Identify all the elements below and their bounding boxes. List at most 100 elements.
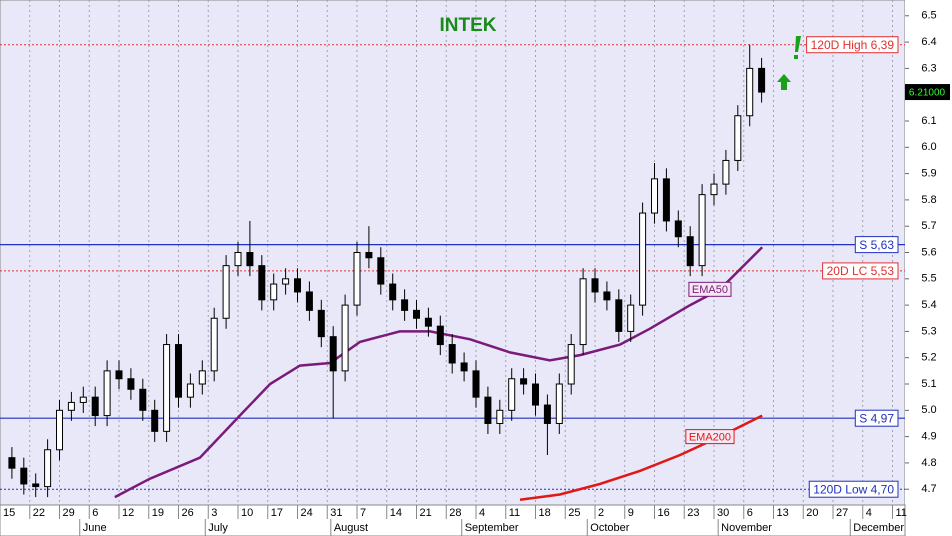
x-tick-label: 23	[687, 507, 699, 519]
month-label: July	[208, 522, 228, 534]
level-label-box	[822, 262, 899, 280]
x-tick-label: 19	[152, 507, 164, 519]
candle-body	[305, 291, 313, 311]
x-tick-label: 21	[420, 507, 432, 519]
candle-body	[639, 212, 647, 306]
candle-body	[234, 252, 242, 267]
x-tick-label: 15	[3, 507, 15, 519]
y-axis-area	[905, 0, 952, 536]
x-tick-label: 27	[836, 507, 848, 519]
y-tick-label: 6.3	[921, 62, 936, 74]
y-tick-label: 4.8	[921, 457, 936, 469]
level-label-box	[854, 236, 899, 254]
month-label: November	[721, 522, 772, 534]
y-tick-label: 5.7	[921, 220, 936, 232]
x-tick-label: 14	[390, 507, 402, 519]
axes: 15 22 29 6 12 19 26 3 10 17 24 31 7 14 21 28 4 11 18 25 2 9 16…	[0, 10, 950, 536]
candle-body	[103, 370, 111, 417]
candle-body	[56, 409, 64, 451]
candle-body	[270, 283, 278, 301]
candles	[8, 44, 766, 498]
plot-area	[0, 0, 906, 506]
candle-body	[698, 194, 706, 267]
month-label: September	[465, 522, 519, 534]
candle-body	[79, 396, 87, 403]
price-tag-box	[905, 84, 950, 101]
x-tick-label: 4	[479, 507, 485, 519]
candle-body	[686, 236, 694, 267]
candle-body	[496, 409, 504, 424]
candle-body	[472, 370, 480, 398]
level-label-box	[854, 409, 899, 427]
y-tick-label: 5.1	[921, 378, 936, 390]
y-tick-label: 5.8	[921, 194, 936, 206]
x-tick-label: 22	[33, 507, 45, 519]
candle-body	[484, 396, 492, 424]
candle-body	[591, 278, 599, 293]
candle-body	[44, 449, 52, 488]
candle-body	[413, 309, 421, 319]
candle-body	[163, 344, 171, 432]
candle-body	[448, 344, 456, 364]
level-label-box	[808, 480, 899, 498]
price-tag-label: 6.21000	[909, 88, 946, 99]
candle-body	[365, 252, 373, 259]
x-tick-label: 9	[628, 507, 634, 519]
x-tick-label: 6	[747, 507, 753, 519]
candle-body	[734, 115, 742, 161]
level-label: 120D Low 4,70	[813, 482, 894, 496]
candle-body	[555, 383, 563, 424]
candle-body	[615, 299, 623, 332]
x-tick-label: 25	[568, 507, 580, 519]
y-tick-label: 5.5	[921, 273, 936, 285]
candle-body	[353, 252, 361, 306]
candle-body	[151, 409, 159, 432]
x-tick-label: 30	[717, 507, 729, 519]
level-label: S 4,97	[859, 411, 894, 425]
x-axis-area	[0, 504, 906, 536]
y-tick-label: 4.7	[921, 483, 936, 495]
x-tick-label: 12	[122, 507, 134, 519]
candle-body	[32, 483, 40, 488]
indicator-label-box	[688, 281, 732, 297]
level-label: 20D LC 5,53	[827, 264, 895, 278]
candle-body	[246, 252, 254, 267]
candle-body	[579, 278, 587, 346]
indicator-label-box	[685, 429, 735, 445]
y-tick-label: 4.9	[921, 431, 936, 443]
x-tick-label: 28	[449, 507, 461, 519]
candle-body	[662, 178, 670, 222]
candle-body	[746, 67, 754, 117]
month-label: December	[853, 522, 904, 534]
y-tick-label: 5.9	[921, 168, 936, 180]
x-tick-label: 24	[301, 507, 313, 519]
candle-body	[67, 401, 75, 411]
candle-body	[722, 159, 730, 185]
candle-body	[282, 278, 290, 285]
candle-body	[651, 178, 659, 214]
candle-body	[543, 404, 551, 424]
x-tick-label: 10	[241, 507, 253, 519]
candle-body	[389, 283, 397, 301]
candle-body	[674, 220, 682, 238]
indicators: EMA50 EMA200	[114, 246, 764, 501]
month-label: October	[590, 522, 629, 534]
x-tick-label: 31	[330, 507, 342, 519]
x-tick-label: 13	[777, 507, 789, 519]
candle-body	[198, 370, 206, 385]
candle-body	[329, 336, 337, 372]
level-label: 120D High 6,39	[811, 38, 895, 52]
x-tick-label: 18	[539, 507, 551, 519]
y-tick-label: 6.0	[921, 141, 936, 153]
x-tick-label: 20	[806, 507, 818, 519]
candle-body	[20, 467, 28, 485]
alert-icon	[794, 36, 801, 59]
x-tick-label: 7	[360, 507, 366, 519]
x-tick-label: 3	[211, 507, 217, 519]
candle-body	[175, 344, 183, 398]
candle-body	[436, 325, 444, 346]
y-tick-label: 6.4	[921, 36, 936, 48]
candle-body	[460, 362, 468, 372]
level-label: S 5,63	[859, 238, 894, 252]
